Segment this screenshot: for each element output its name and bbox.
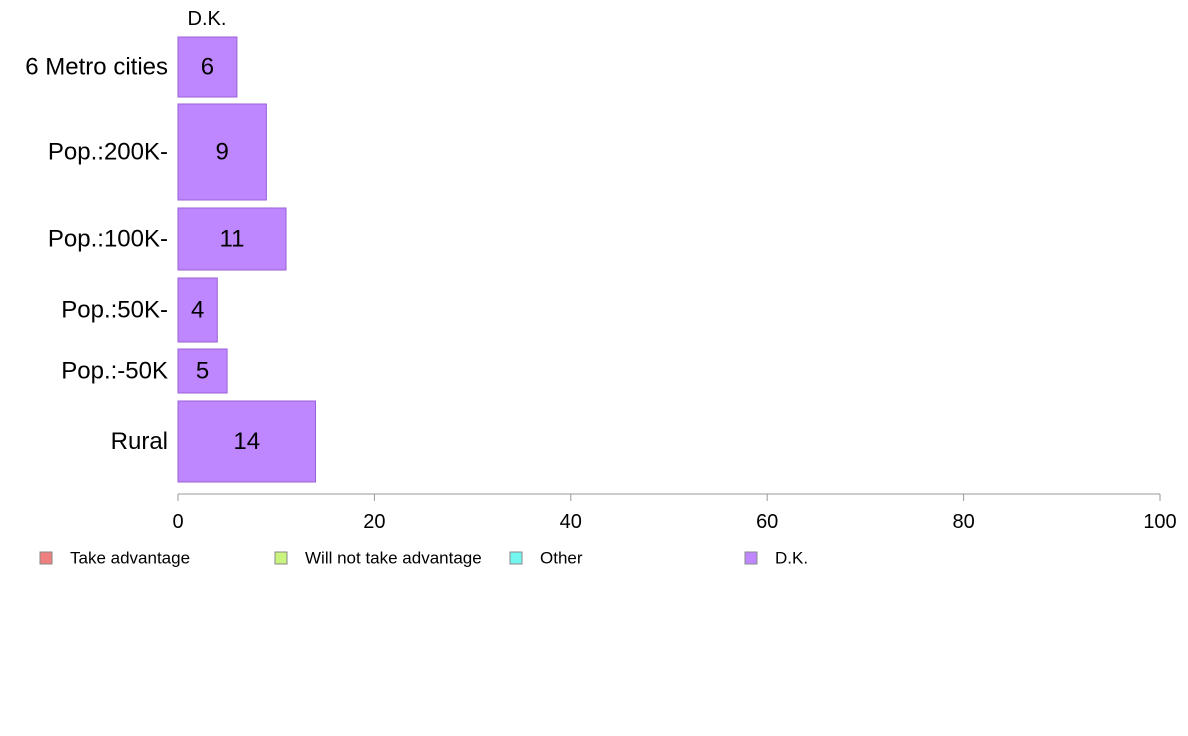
x-axis: 0 20 40 60 80 100 xyxy=(172,493,1177,533)
category-label: 6 Metro cities xyxy=(25,54,168,81)
category-labels: 6 Metro cities Pop.:200K- Pop.:100K- Pop.:5… xyxy=(25,54,168,456)
x-tick-label: 0 xyxy=(172,511,183,533)
bar-value-label: 4 xyxy=(191,297,204,324)
bars-layer: 6 9 11 4 5 14 xyxy=(177,36,316,483)
legend-swatch xyxy=(744,551,758,565)
legend-item: Other xyxy=(509,549,583,568)
bar-value-label: 14 xyxy=(233,428,260,455)
bar-segment xyxy=(177,207,287,271)
legend-item: Take advantage xyxy=(39,549,190,568)
x-tick-label: 60 xyxy=(756,511,778,533)
legend-item: D.K. xyxy=(744,549,808,568)
legend-label: Take advantage xyxy=(70,549,190,568)
category-label: Pop.:100K- xyxy=(48,226,168,253)
x-tick-label: 20 xyxy=(363,511,385,533)
x-tick-label: 40 xyxy=(560,511,582,533)
bar-value-label: 11 xyxy=(220,226,245,253)
bar-segment xyxy=(177,400,316,483)
bar-segment xyxy=(177,103,267,201)
category-label: Pop.:50K- xyxy=(61,297,168,324)
bar-value-label: 9 xyxy=(216,139,229,166)
x-tick-label: 100 xyxy=(1143,511,1176,533)
category-label: Pop.:200K- xyxy=(48,139,168,166)
bar-segment xyxy=(177,348,228,394)
legend-swatch xyxy=(39,551,53,565)
legend-item: Will not take advantage xyxy=(274,549,482,568)
legend: Take advantage Will not take advantage Oth… xyxy=(39,549,808,568)
category-label: Rural xyxy=(111,428,168,455)
legend-swatch xyxy=(274,551,288,565)
legend-swatch xyxy=(509,551,523,565)
category-label: Pop.:-50K xyxy=(61,358,168,385)
x-tick-label: 80 xyxy=(952,511,974,533)
bar-segment xyxy=(177,36,238,98)
legend-label: D.K. xyxy=(775,549,808,568)
legend-label: Other xyxy=(540,549,583,568)
column-header: D.K. xyxy=(188,8,227,30)
bar-segment xyxy=(177,277,218,343)
bar-value-label: 5 xyxy=(196,358,209,385)
legend-label: Will not take advantage xyxy=(305,549,482,568)
bar-value-label: 6 xyxy=(201,54,214,81)
